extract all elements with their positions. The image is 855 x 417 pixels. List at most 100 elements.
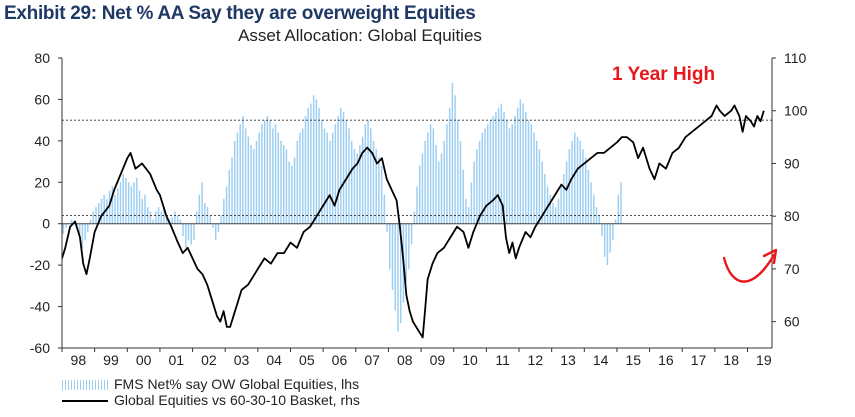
bar — [361, 136, 364, 224]
bar — [492, 116, 494, 224]
legend-label-bars: FMS Net% say OW Global Equities, lhs — [114, 376, 360, 392]
bar — [97, 203, 100, 224]
x-tick-label: 07 — [364, 352, 380, 368]
bar — [438, 161, 440, 224]
bar — [323, 128, 326, 224]
bar — [253, 149, 255, 224]
x-tick-label: 08 — [397, 352, 413, 368]
annotation-arrowhead — [762, 248, 778, 265]
bar — [165, 215, 168, 224]
bar — [432, 128, 435, 224]
bar — [429, 124, 432, 224]
x-tick-label: 05 — [299, 352, 315, 368]
exhibit-title: Exhibit 29: Net % AA Say they are overwe… — [4, 3, 476, 24]
bar — [582, 149, 584, 224]
x-tick-label: 10 — [462, 352, 478, 368]
bar — [609, 223, 611, 253]
bar — [440, 153, 443, 224]
bar — [535, 140, 538, 224]
x-tick-label: 16 — [658, 352, 674, 368]
bar — [399, 223, 402, 324]
bar — [204, 203, 206, 224]
bar — [544, 174, 546, 224]
bar — [372, 140, 375, 224]
bar — [285, 149, 288, 224]
bar-series — [62, 82, 622, 332]
bar — [149, 211, 152, 224]
bar — [473, 161, 475, 224]
bar — [193, 223, 195, 241]
bar — [538, 149, 541, 224]
bar — [386, 223, 388, 232]
bar — [187, 223, 190, 241]
bar — [549, 194, 552, 224]
bar — [114, 194, 116, 224]
bar — [87, 223, 89, 232]
left-tick-label: 0 — [42, 216, 50, 232]
bar — [560, 186, 562, 224]
bar — [329, 140, 331, 224]
bar — [312, 95, 315, 224]
bar — [389, 223, 391, 270]
bar — [231, 157, 233, 224]
bar — [446, 124, 448, 224]
bar — [620, 182, 622, 224]
bar — [353, 149, 356, 224]
bar — [337, 116, 339, 224]
bar — [209, 215, 212, 224]
bar — [201, 182, 203, 224]
bar — [443, 140, 445, 224]
x-tick-label: 98 — [71, 352, 87, 368]
x-tick-label: 19 — [756, 352, 772, 368]
bar — [470, 182, 473, 224]
bar — [239, 124, 241, 224]
bar — [136, 178, 138, 224]
bar — [601, 223, 603, 237]
bar — [334, 124, 337, 224]
bar — [489, 120, 492, 224]
bar — [331, 132, 334, 224]
bar — [484, 128, 486, 224]
bar — [514, 116, 516, 224]
bar — [342, 111, 345, 224]
bar — [476, 149, 478, 224]
bar — [236, 132, 239, 224]
bar — [299, 132, 301, 224]
bar — [255, 140, 258, 224]
bar — [541, 161, 543, 224]
bar — [506, 120, 508, 224]
bar — [497, 107, 500, 224]
bar — [247, 136, 250, 224]
bar — [579, 140, 581, 224]
bar — [195, 211, 198, 224]
bar — [359, 145, 361, 224]
bar — [612, 223, 614, 241]
x-tick-label: 04 — [266, 352, 282, 368]
bar — [606, 223, 609, 266]
bar — [163, 207, 165, 224]
bar — [310, 103, 312, 224]
bar — [522, 103, 524, 224]
bar — [242, 116, 244, 224]
bar — [391, 223, 394, 290]
left-tick-label: 20 — [34, 174, 50, 190]
bar — [89, 219, 92, 224]
bar — [587, 169, 590, 224]
bar — [228, 169, 231, 224]
bar — [593, 194, 595, 224]
bar — [111, 186, 114, 224]
bar — [533, 132, 535, 224]
bar — [457, 120, 459, 224]
right-tick-label: 80 — [784, 208, 800, 224]
bar — [304, 116, 307, 224]
bar — [495, 111, 497, 224]
bar — [568, 149, 571, 224]
bar — [416, 186, 418, 224]
bar — [383, 194, 386, 224]
bar — [427, 132, 429, 224]
bar — [274, 124, 277, 224]
bar — [378, 157, 380, 224]
bar — [144, 194, 146, 224]
right-tick-label: 60 — [784, 314, 800, 330]
